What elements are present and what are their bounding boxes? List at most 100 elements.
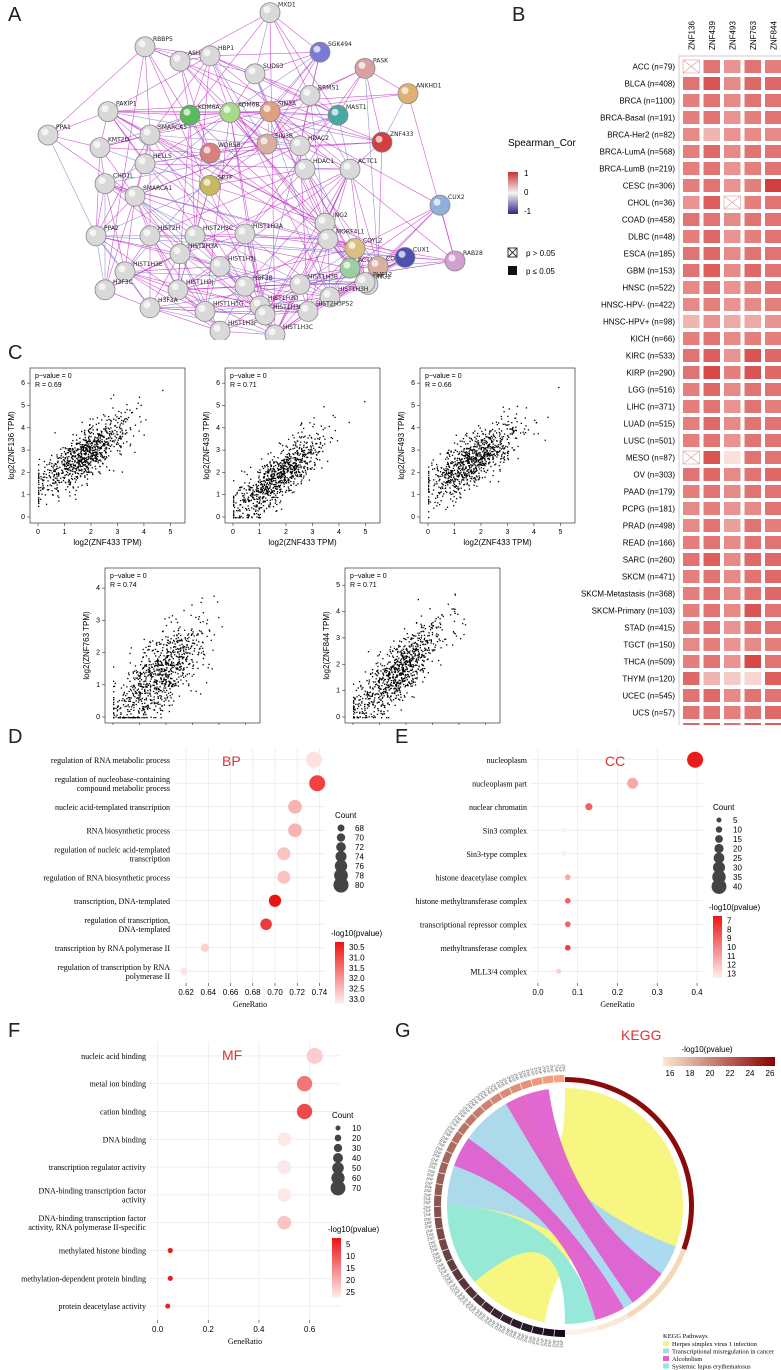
scatter-point: [290, 473, 293, 475]
scatter-point: [183, 667, 185, 669]
scatter-point: [457, 471, 460, 473]
heatmap-cell: [683, 553, 700, 566]
scatter-point: [119, 450, 121, 452]
scatter-point: [129, 445, 131, 447]
node-label: H3F3B: [253, 275, 273, 282]
scatter-point: [382, 704, 384, 706]
scatter-point: [264, 500, 266, 502]
scatter-point: [400, 693, 402, 696]
scatter-point: [411, 680, 413, 682]
scatter-point: [84, 460, 86, 463]
scatter-point: [273, 468, 275, 471]
scatter-point: [454, 449, 457, 451]
scatter-point: [145, 680, 147, 682]
scatter-point: [438, 480, 440, 482]
scatter-point: [81, 465, 83, 468]
scatter-point: [499, 443, 501, 446]
scatter-point: [475, 475, 478, 477]
scatter-point: [287, 459, 290, 462]
scatter-point: [368, 695, 371, 697]
scatter-point: [458, 475, 460, 477]
scatter-point: [199, 647, 201, 650]
scatter-point: [283, 458, 285, 461]
scatter-point: [252, 484, 255, 487]
scatter-point: [480, 461, 482, 463]
heatmap-cell: [744, 468, 761, 481]
scatter-plot: p−value = 0R = 0.7401234501234log2(ZNF43…: [82, 567, 261, 725]
scatter-point: [265, 478, 268, 480]
scatter-point: [77, 449, 79, 451]
scatter-point: [404, 686, 406, 688]
scatter-point: [500, 415, 502, 418]
scatter-point: [253, 505, 255, 507]
scatter-point: [461, 458, 463, 460]
scatter-point: [132, 684, 135, 687]
scatter-point: [104, 458, 106, 460]
node-highlight: [301, 304, 309, 312]
scatter-point: [496, 445, 498, 447]
scatter-point: [377, 701, 380, 703]
scatter-point: [177, 667, 179, 670]
scatter-point: [75, 498, 77, 500]
scatter-point: [117, 705, 119, 707]
scatter-point: [259, 517, 261, 519]
scatter-point: [161, 683, 164, 685]
network-node: BRMS1: [299, 84, 339, 106]
scatter-point: [478, 442, 480, 444]
scatter-point: [470, 449, 473, 451]
scatter-point: [151, 650, 154, 652]
scatter-point: [459, 496, 461, 498]
heatmap-cell: [703, 298, 720, 311]
scatter-point: [175, 646, 177, 648]
heatmap-cell: [703, 349, 720, 362]
scatter-point: [70, 481, 72, 483]
scatter-point: [233, 514, 235, 516]
scatter-point: [269, 506, 271, 508]
scatter-point: [414, 653, 416, 655]
scatter-point: [392, 650, 394, 652]
scatter-point: [80, 451, 82, 453]
scatter-point: [266, 499, 268, 501]
scatter-point: [362, 687, 364, 689]
scatter-point: [385, 671, 387, 674]
scatter-point: [265, 507, 268, 510]
scatter-point: [470, 466, 473, 468]
scatter-point: [449, 455, 451, 458]
scatter-point: [148, 674, 150, 676]
scatter-point: [372, 688, 374, 690]
scatter-point: [67, 448, 69, 450]
scatter-point: [261, 465, 264, 468]
scatter-point: [96, 429, 98, 431]
scatter-point: [471, 451, 474, 453]
scatter-point: [160, 695, 163, 697]
scatter-point: [74, 472, 77, 474]
scatter-point: [386, 682, 388, 684]
scatter-point: [493, 453, 495, 455]
scatter-point: [525, 425, 527, 427]
scatter-point: [279, 489, 281, 491]
scatter-point: [381, 701, 384, 703]
scatter-point: [187, 640, 189, 642]
scatter-point: [492, 447, 494, 449]
scatter-point: [169, 688, 171, 690]
heatmap-cell: [765, 128, 781, 141]
node-label: H3F3C: [113, 279, 133, 286]
scatter-point: [263, 484, 266, 486]
scatter-point: [273, 465, 275, 468]
scatter-point: [125, 429, 127, 432]
scatter-point: [247, 496, 250, 498]
heatmap-cell: [744, 247, 761, 260]
scatter-point: [153, 698, 155, 701]
scatter-point: [500, 418, 503, 420]
scatter-point: [171, 677, 173, 680]
scatter-point: [456, 450, 459, 453]
scatter-point: [203, 654, 206, 656]
scatter-point: [141, 709, 143, 712]
heatmap-cell: [683, 281, 700, 294]
scatter-point: [334, 429, 336, 432]
scatter-point: [135, 670, 137, 672]
scatter-point: [170, 673, 173, 675]
scatter-point: [164, 697, 166, 699]
scatter-point: [242, 499, 245, 501]
scatter-point: [174, 671, 177, 674]
